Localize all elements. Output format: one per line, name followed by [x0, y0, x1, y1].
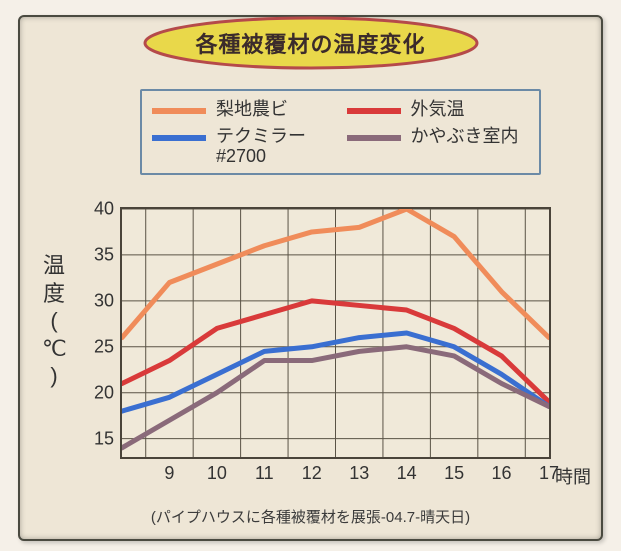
legend-item: かやぶき室内	[347, 126, 530, 167]
x-tick-label: 13	[349, 457, 369, 484]
x-tick-label: 17	[539, 457, 559, 484]
chart-panel: 各種被覆材の温度変化 梨地農ビ 外気温テクミラー #2700 かやぶき室内 温度(℃…	[18, 15, 603, 541]
legend-label: 梨地農ビ	[216, 99, 288, 120]
x-tick-label: 14	[397, 457, 417, 484]
y-tick-label: 40	[94, 199, 122, 220]
legend-item: テクミラー #2700	[152, 126, 335, 167]
legend-swatch	[347, 135, 401, 141]
plot-area: 時間 15202530354091011121314151617	[120, 207, 551, 459]
x-tick-label: 12	[302, 457, 322, 484]
y-tick-label: 20	[94, 382, 122, 403]
figure-wrap: 各種被覆材の温度変化 梨地農ビ 外気温テクミラー #2700 かやぶき室内 温度(℃…	[0, 0, 621, 551]
x-tick-label: 11	[255, 457, 274, 484]
title-badge: 各種被覆材の温度変化	[141, 15, 481, 71]
legend-box: 梨地農ビ 外気温テクミラー #2700 かやぶき室内	[140, 89, 541, 175]
y-tick-label: 30	[94, 290, 122, 311]
y-tick-label: 35	[94, 244, 122, 265]
legend-swatch	[152, 108, 206, 114]
title-ellipse	[141, 15, 481, 71]
caption: (パイプハウスに各種被覆材を展張-04.7-晴天日)	[20, 506, 601, 527]
legend-label: テクミラー #2700	[216, 126, 306, 167]
chart-title: 各種被覆材の温度変化	[141, 15, 481, 71]
legend-label: かやぶき室内	[411, 126, 519, 147]
x-axis-label: 時間	[555, 457, 591, 489]
plot-svg	[122, 209, 549, 457]
x-tick-label: 15	[444, 457, 464, 484]
legend-item: 外気温	[347, 99, 530, 120]
y-tick-label: 15	[94, 428, 122, 449]
x-tick-label: 10	[207, 457, 227, 484]
y-tick-label: 25	[94, 336, 122, 357]
legend-swatch	[152, 135, 206, 141]
x-tick-label: 9	[164, 457, 174, 484]
legend-label: 外気温	[411, 99, 465, 120]
x-tick-label: 16	[492, 457, 512, 484]
legend-swatch	[347, 108, 401, 114]
legend-item: 梨地農ビ	[152, 99, 335, 120]
y-axis-label: 温度(℃)	[42, 252, 66, 390]
